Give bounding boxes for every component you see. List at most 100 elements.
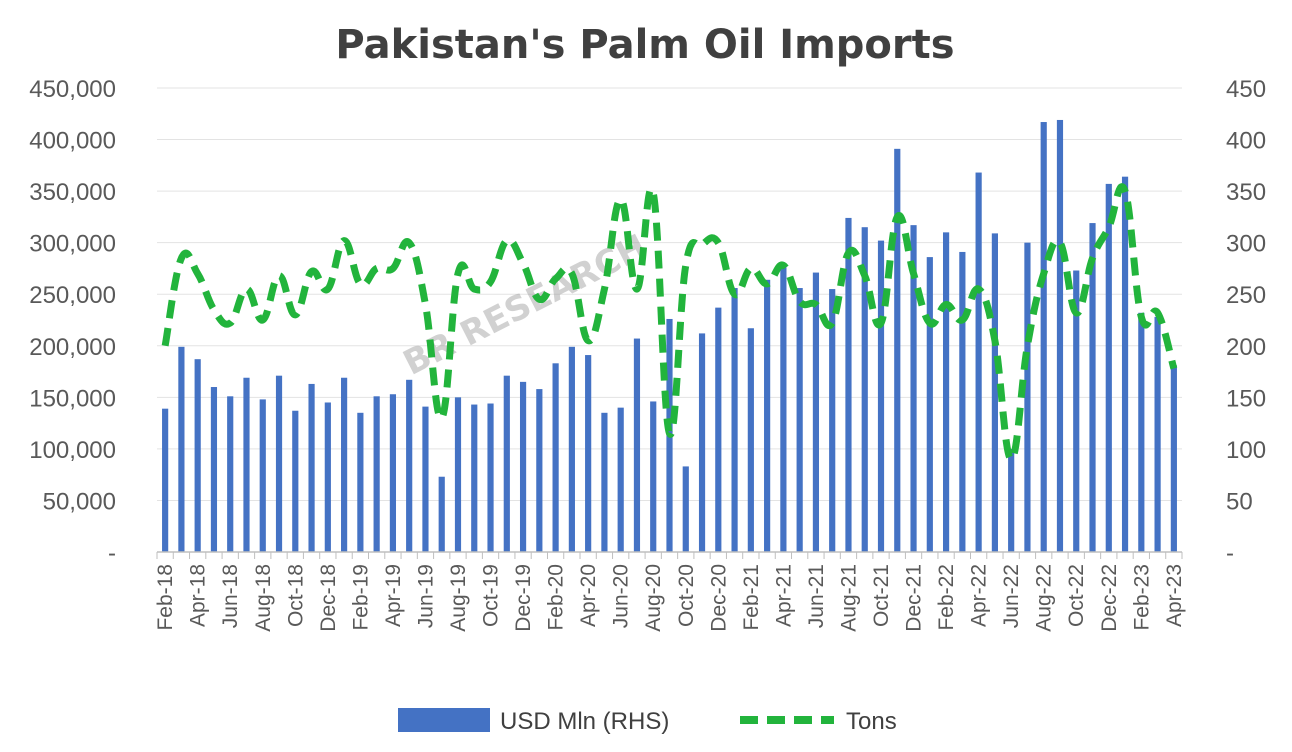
bar <box>1008 448 1015 552</box>
left-axis-ticks: - 50,000 100,000 150,000 200,000 250,000 300,0… <box>29 76 116 567</box>
bar <box>1138 312 1145 552</box>
right-tick-label: - <box>1226 540 1234 567</box>
bar <box>1073 270 1080 552</box>
right-tick-label: 250 <box>1226 282 1266 309</box>
x-tick-label: Aug-18 <box>252 564 275 632</box>
left-tick-label: 350,000 <box>29 179 116 206</box>
left-tick-label: 50,000 <box>43 488 116 515</box>
x-tick-label: Feb-21 <box>740 564 763 631</box>
x-tick-label: Feb-22 <box>935 564 958 631</box>
bar <box>227 396 234 552</box>
bar <box>503 375 510 552</box>
bar <box>210 387 218 552</box>
bar <box>975 172 982 552</box>
bar <box>780 263 787 552</box>
bar <box>162 408 169 552</box>
left-tick-label: 100,000 <box>29 437 116 464</box>
bar <box>308 383 315 552</box>
bar <box>552 363 559 552</box>
bar <box>519 381 527 552</box>
x-tick-label: Feb-23 <box>1130 564 1153 631</box>
bar <box>617 407 624 552</box>
right-tick-label: 300 <box>1226 231 1266 258</box>
x-tick-label: Aug-22 <box>1033 564 1056 632</box>
bar <box>601 412 608 552</box>
bar <box>1105 183 1112 553</box>
x-tick-label: Jun-22 <box>1000 564 1023 628</box>
line-series <box>161 183 1178 463</box>
right-tick-label: 150 <box>1226 385 1266 412</box>
x-tick-label: Oct-22 <box>1065 564 1088 627</box>
left-tick-label: 150,000 <box>29 385 116 412</box>
x-tick-label: Jun-21 <box>805 564 828 628</box>
bar <box>487 403 494 552</box>
x-tick-label: Oct-18 <box>284 564 307 627</box>
watermark: BR RESEARCH <box>397 227 653 384</box>
x-tick-label: Feb-18 <box>154 564 177 631</box>
right-tick-label: 50 <box>1226 488 1253 515</box>
bar-series <box>162 119 1177 553</box>
bar <box>877 240 885 553</box>
x-axis: Feb-18 Apr-18 Jun-18 Aug-18 Oct-18 Dec-18 Feb-… <box>154 551 1186 632</box>
bar <box>829 289 836 552</box>
bar <box>389 394 397 552</box>
right-tick-label: 200 <box>1226 334 1266 361</box>
x-tick-label: Apr-18 <box>187 564 210 627</box>
bar <box>1024 242 1031 552</box>
bar <box>959 251 966 553</box>
bar <box>910 225 917 553</box>
bar <box>991 233 998 553</box>
bar <box>1121 176 1129 553</box>
bar <box>812 272 820 552</box>
bar <box>942 232 950 552</box>
left-tick-label: 450,000 <box>29 76 116 103</box>
bar <box>861 227 868 552</box>
bar <box>715 307 722 552</box>
bar <box>292 410 299 552</box>
x-tick-label: Jun-18 <box>219 564 242 628</box>
x-tick-label: Oct-20 <box>675 564 698 627</box>
bar <box>536 389 543 552</box>
bar <box>568 346 575 552</box>
bar <box>747 328 754 552</box>
x-tick-label: Dec-21 <box>903 564 926 632</box>
x-tick-label: Apr-22 <box>968 564 991 627</box>
x-tick-label: Dec-20 <box>707 564 730 632</box>
bar <box>650 401 657 552</box>
bar <box>894 148 901 552</box>
x-tick-label: Apr-23 <box>1163 564 1186 627</box>
bar <box>341 377 348 552</box>
bar <box>194 359 201 552</box>
x-tick-label: Dec-18 <box>317 564 340 632</box>
bar <box>438 476 445 552</box>
bar <box>471 404 478 552</box>
legend-line-label: Tons <box>846 708 897 735</box>
bar <box>1089 223 1096 552</box>
legend-bar-swatch <box>398 708 490 732</box>
legend-bar-label: USD Mln (RHS) <box>500 708 669 735</box>
right-tick-label: 350 <box>1226 179 1266 206</box>
bar <box>178 346 185 552</box>
x-tick-label: Dec-22 <box>1098 564 1121 632</box>
x-tick-label: Jun-19 <box>414 564 437 628</box>
bar <box>454 397 462 552</box>
bar <box>275 375 283 552</box>
x-tick-label: Oct-21 <box>870 564 893 627</box>
right-tick-label: 100 <box>1226 437 1266 464</box>
bar <box>406 379 413 552</box>
bar <box>682 466 689 552</box>
right-axis-ticks: - 50 100 150 200 250 300 350 400 450 <box>1226 76 1266 567</box>
x-tick-label: Oct-19 <box>480 564 503 627</box>
left-tick-label: 250,000 <box>29 282 116 309</box>
bar <box>633 338 641 552</box>
bar <box>357 412 364 552</box>
bar <box>373 396 380 552</box>
x-tick-label: Apr-21 <box>772 564 795 627</box>
x-tick-label: Aug-19 <box>447 564 470 632</box>
x-tick-label: Jun-20 <box>610 564 633 628</box>
x-tick-label: Aug-20 <box>642 564 665 632</box>
left-tick-label: 300,000 <box>29 231 116 258</box>
tons-line <box>161 183 1178 463</box>
bar <box>845 217 852 553</box>
